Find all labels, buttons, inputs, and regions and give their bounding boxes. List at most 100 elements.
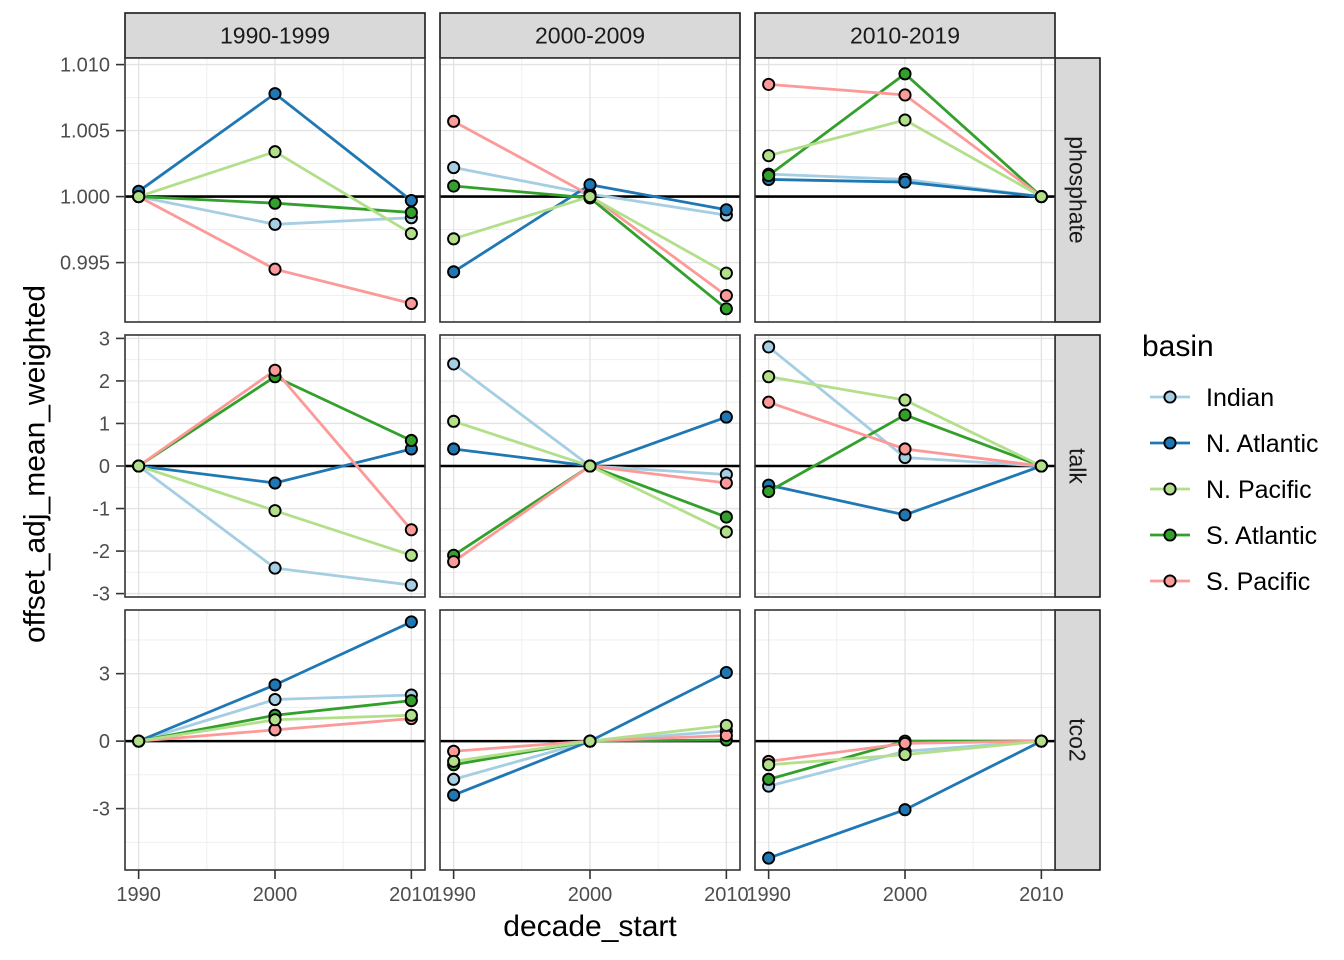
data-point-n-pacific-2010: [1034, 734, 1048, 748]
legend-label-s-atlantic: S. Atlantic: [1206, 522, 1317, 550]
data-point-n-pacific-1990: [762, 149, 776, 163]
data-point-n-atlantic-2000: [898, 508, 912, 522]
data-point-n-atlantic-2010: [719, 410, 733, 424]
data-point-n-pacific-2010: [404, 548, 418, 562]
legend-item-n-pacific: N. Pacific: [1150, 476, 1312, 504]
legend-label-n-atlantic: N. Atlantic: [1206, 430, 1319, 458]
y-tick-label: 3: [99, 328, 110, 350]
data-point-s-pacific-2010: [719, 476, 733, 490]
legend-key-point-n-pacific: [1163, 482, 1177, 496]
legend-key-point-s-pacific: [1163, 574, 1177, 588]
panel-border: [124, 57, 426, 323]
facet-row-label-phosphate: phosphate: [1064, 136, 1090, 243]
facet-panel-tco2-2010-2019: [754, 609, 1056, 871]
data-point-s-pacific-2000: [268, 262, 282, 276]
data-point-indian-1990: [447, 357, 461, 371]
data-point-indian-1990: [447, 161, 461, 175]
data-point-s-atlantic-1990: [762, 484, 776, 499]
data-point-n-pacific-1990: [447, 414, 461, 428]
legend-label-s-pacific: S. Pacific: [1206, 568, 1310, 596]
legend-item-indian: Indian: [1150, 384, 1274, 412]
data-point-s-pacific-2010: [404, 523, 418, 537]
data-point-n-pacific-2000: [898, 748, 912, 762]
data-point-s-pacific-1990: [447, 114, 461, 128]
data-point-n-atlantic-2010: [404, 615, 418, 629]
y-tick-label: 1.005: [60, 121, 110, 143]
y-tick-label: 0: [99, 456, 110, 478]
facet-col-strip-2000-2009: [439, 12, 741, 59]
data-point-n-pacific-2000: [268, 145, 282, 159]
legend-key-point-indian: [1163, 390, 1177, 404]
data-point-s-atlantic-2010: [719, 510, 733, 524]
facet-col-strip-2010-2019: [754, 12, 1056, 59]
y-tick-label: 1: [99, 413, 110, 435]
x-tick-label: 2010: [389, 884, 434, 906]
legend-item-n-atlantic: N. Atlantic: [1150, 430, 1319, 458]
y-tick-label: 3: [99, 664, 110, 686]
data-point-n-pacific-1990: [762, 370, 776, 384]
data-point-n-atlantic-2000: [898, 803, 912, 817]
data-point-n-atlantic-2010: [404, 194, 418, 208]
facet-row-strip-phosphate: [1054, 57, 1101, 323]
x-axis-title: decade_start: [503, 910, 677, 943]
data-point-n-pacific-2000: [898, 113, 912, 127]
facet-panel-tco2-2000-2009: [439, 609, 741, 871]
facet-panel-phosphate-2000-2009: [439, 57, 741, 323]
data-point-n-pacific-2010: [404, 708, 418, 722]
legend-label-indian: Indian: [1206, 384, 1274, 412]
facet-panel-talk-2000-2009: [439, 334, 741, 598]
data-point-n-atlantic-1990: [447, 442, 461, 456]
data-point-s-atlantic-2010: [719, 302, 733, 316]
x-tick-label: 2010: [704, 884, 749, 906]
data-point-n-pacific-2000: [583, 459, 597, 473]
data-point-n-atlantic-2000: [898, 175, 912, 189]
data-point-n-pacific-2000: [268, 713, 282, 727]
data-point-n-atlantic-1990: [447, 788, 461, 802]
data-point-s-atlantic-2000: [898, 408, 912, 422]
panel-border: [754, 334, 1056, 598]
data-point-n-pacific-1990: [447, 232, 461, 246]
y-tick-label: 1.000: [60, 187, 110, 209]
data-point-s-atlantic-1990: [447, 179, 461, 193]
data-point-n-pacific-2000: [583, 190, 597, 204]
facet-col-label-2010-2019: 2010-2019: [850, 23, 960, 49]
x-tick-label: 2000: [883, 884, 928, 906]
data-point-n-pacific-1990: [447, 754, 461, 768]
facet-col-strip-1990-1999: [124, 12, 426, 59]
data-point-s-pacific-2000: [268, 363, 282, 377]
data-point-n-pacific-2010: [719, 525, 733, 539]
data-point-n-pacific-2010: [1034, 190, 1048, 204]
data-point-s-atlantic-2010: [404, 694, 418, 708]
data-point-s-atlantic-1990: [762, 168, 776, 183]
facet-row-strip-talk: [1054, 334, 1101, 598]
data-point-s-pacific-2000: [898, 442, 912, 456]
x-tick-label: 2000: [568, 884, 613, 906]
panel-border: [439, 334, 741, 598]
data-point-n-atlantic-2010: [719, 203, 733, 217]
x-tick-label: 1990: [116, 884, 161, 906]
facet-row-label-talk: talk: [1064, 448, 1090, 484]
data-point-s-atlantic-2010: [404, 205, 418, 219]
data-point-indian-2010: [404, 578, 418, 592]
data-point-n-pacific-1990: [132, 190, 146, 204]
data-point-n-pacific-2000: [268, 504, 282, 518]
y-tick-label: 2: [99, 371, 110, 393]
data-point-s-pacific-2010: [719, 289, 733, 303]
data-point-n-pacific-1990: [132, 459, 146, 473]
data-point-n-pacific-2010: [404, 227, 418, 241]
data-point-indian-2000: [268, 692, 282, 707]
data-point-s-pacific-2010: [404, 296, 418, 311]
data-point-indian-1990: [762, 340, 776, 354]
data-point-n-atlantic-2000: [268, 476, 282, 490]
y-tick-label: 0.995: [60, 253, 110, 275]
panel-border: [124, 334, 426, 598]
data-point-n-atlantic-1990: [447, 265, 461, 279]
y-tick-label: 0: [99, 731, 110, 753]
facet-row-label-tco2: tco2: [1064, 718, 1090, 761]
data-point-n-pacific-2000: [898, 393, 912, 407]
y-tick-label: -3: [92, 584, 110, 606]
facet-panel-talk-2010-2019: [754, 334, 1056, 598]
facet-panel-phosphate-1990-1999: [124, 57, 426, 323]
facet-panel-phosphate-2010-2019: [754, 57, 1056, 323]
